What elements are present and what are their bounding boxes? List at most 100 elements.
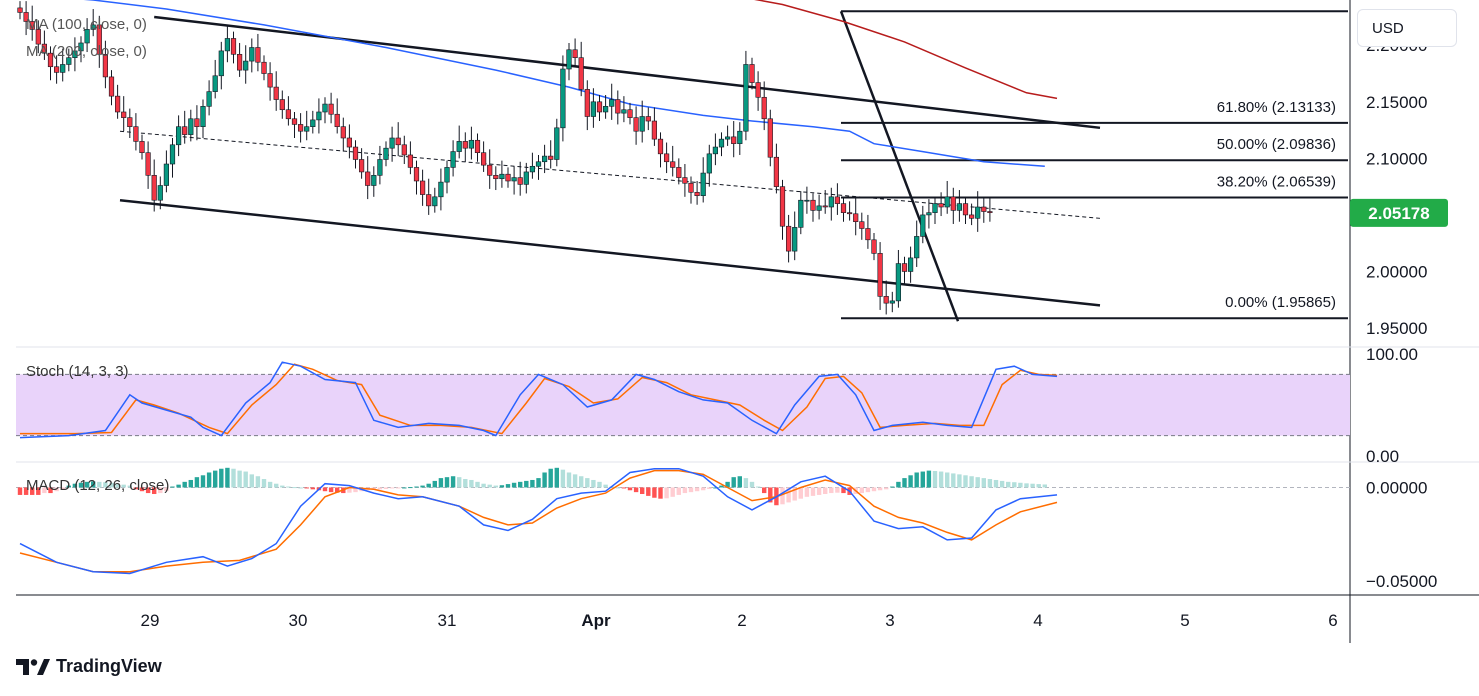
macd-histogram-bar: [353, 487, 358, 493]
macd-histogram-bar: [658, 487, 663, 499]
bull-candle: [560, 68, 566, 129]
bear-candle: [487, 164, 493, 176]
macd-histogram-bar: [633, 487, 639, 493]
bear-candle: [493, 175, 499, 180]
bull-candle: [920, 214, 926, 237]
bear-candle: [505, 173, 511, 182]
macd-histogram-bar: [48, 487, 53, 494]
macd-histogram-bar: [505, 484, 511, 488]
macd-histogram-bar: [743, 478, 749, 488]
macd-histogram-bar: [115, 483, 120, 488]
macd-histogram-bar: [127, 485, 132, 488]
bear-candle: [682, 177, 688, 184]
ma100-line: [83, 0, 1045, 168]
macd-histogram-bar: [646, 487, 651, 496]
bear-candle: [237, 53, 243, 71]
macd-histogram-bar: [707, 487, 712, 489]
macd-histogram-bar: [23, 487, 29, 495]
macd-histogram-bar: [292, 487, 297, 489]
macd-histogram-bar: [286, 486, 291, 488]
macd-histogram-bar: [1036, 484, 1041, 488]
bull-candle: [590, 101, 596, 117]
stoch-legend[interactable]: Stoch (14, 3, 3): [26, 363, 129, 380]
bear-candle: [749, 64, 755, 83]
macd-histogram-bar: [17, 487, 23, 495]
bear-candle: [578, 57, 584, 90]
currency-button[interactable]: USD: [1357, 9, 1457, 47]
last-price-tag: [1350, 198, 1448, 227]
bull-candle: [621, 109, 627, 114]
bear-candle: [17, 7, 23, 13]
bull-candle: [249, 47, 255, 62]
bear-candle: [255, 47, 261, 63]
macd-histogram-bar: [938, 471, 944, 488]
bull-candle: [700, 172, 706, 196]
bear-candle: [102, 53, 108, 78]
macd-histogram-bar: [957, 474, 962, 488]
time-tick-label: 29: [141, 611, 160, 630]
macd-histogram-bar: [999, 480, 1005, 488]
macd-histogram-bar: [42, 487, 47, 494]
macd-histogram-bar: [890, 486, 895, 488]
macd-histogram-bar: [1006, 481, 1011, 488]
macd-histogram-bar: [243, 471, 248, 488]
macd-histogram-bar: [585, 478, 590, 488]
macd-histogram-bar: [652, 487, 657, 498]
bull-candle: [529, 165, 535, 173]
bull-candle: [371, 175, 377, 186]
bear-candle: [401, 144, 407, 156]
currency-button-label: USD: [1372, 19, 1404, 37]
stoch-band: [16, 374, 1350, 436]
ma100-legend[interactable]: MA (100, close, 0): [26, 16, 147, 33]
bear-candle: [121, 111, 127, 118]
macd-histogram-bar: [591, 479, 596, 488]
stoch-tick-label: 0.00: [1366, 447, 1399, 466]
ma200-legend[interactable]: MA (200, close, 0): [26, 43, 147, 60]
bear-candle: [358, 159, 365, 173]
macd-histogram-bar: [511, 482, 517, 488]
bear-candle: [53, 66, 60, 73]
macd-histogram-bar: [426, 483, 431, 488]
price-tick-label: 2.15000: [1366, 93, 1427, 112]
macd-histogram-bar: [121, 484, 126, 488]
macd-histogram-bar: [377, 487, 383, 490]
macd-histogram-bar: [676, 487, 681, 495]
bear-candle: [810, 199, 816, 211]
bear-candle: [633, 117, 639, 132]
stoch-tick-label: 100.00: [1366, 345, 1418, 364]
bear-candle: [755, 82, 761, 98]
bull-candle: [377, 159, 383, 176]
macd-histogram-bar: [200, 475, 206, 488]
macd-histogram-bar: [54, 487, 59, 492]
macd-histogram-bar: [963, 475, 968, 488]
macd-histogram-bar: [640, 487, 645, 495]
macd-legend[interactable]: MACD (12, 26, close): [26, 477, 170, 494]
bear-candle: [96, 24, 102, 55]
bear-candle: [785, 225, 792, 252]
bear-candle: [657, 138, 664, 155]
macd-histogram-bar: [920, 471, 925, 488]
bull-candle: [224, 38, 231, 52]
brand-logo[interactable]: TradingView: [16, 656, 162, 677]
time-tick-label: 5: [1180, 611, 1189, 630]
swing-trendline: [839, 10, 960, 322]
macd-histogram-bar: [524, 480, 529, 488]
macd-histogram-bar: [304, 487, 309, 489]
time-tick-label: 4: [1033, 611, 1042, 630]
macd-histogram-bar: [1012, 482, 1017, 488]
price-tick-label: 2.00000: [1366, 262, 1427, 281]
macd-histogram-bar: [902, 478, 907, 488]
ma200-line: [754, 0, 1058, 100]
time-tick-label: 3: [885, 611, 894, 630]
bear-candle: [670, 161, 676, 168]
macd-histogram-bar: [835, 487, 840, 493]
bull-candle: [84, 29, 90, 44]
bull-candle: [243, 60, 249, 71]
fib-level-label: 50.00% (2.09836): [1217, 136, 1336, 153]
bull-candle: [816, 205, 822, 211]
bull-candle: [609, 99, 615, 107]
bear-candle: [840, 203, 847, 213]
bear-candle: [413, 167, 420, 182]
bear-candle: [108, 76, 115, 97]
